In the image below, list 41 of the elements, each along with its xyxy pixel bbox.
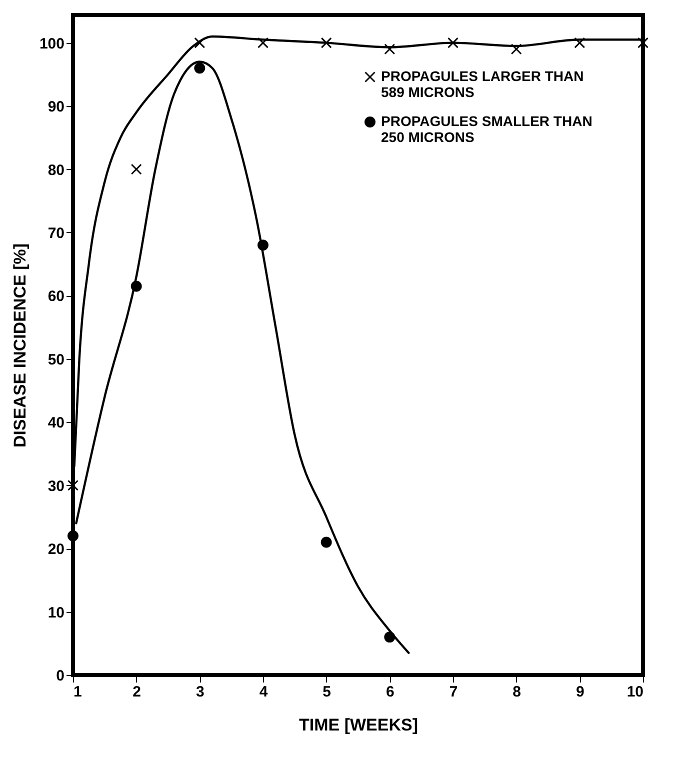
y-tick-label: 90 [48,98,64,116]
point [258,37,268,48]
point [130,280,142,292]
point [194,37,206,48]
x-tick-label: 6 [386,684,394,700]
point [384,632,396,643]
legend-label: PROPAGULES SMALLER THAN 250 MICRONS [381,113,592,145]
x-tick-label: 5 [322,684,332,700]
x-tick-label: 10 [626,684,644,700]
y-tick-label: 40 [48,414,64,432]
y-tick-label: 30 [48,478,64,495]
y-axis-title: DISEASE INCIDENCE [%] [10,243,30,448]
x-tick-label: 9 [576,684,584,700]
legend-label: PROPAGULES LARGER THAN 589 MICRONS [381,68,584,100]
x-tick-label: 3 [196,684,204,700]
point [130,164,142,175]
point [384,44,396,55]
x-tick-label: 7 [449,684,458,700]
x-tick-label: 4 [259,684,268,700]
point [638,37,648,48]
point [194,62,206,74]
y-tick-label: 80 [48,162,64,179]
y-tick-label: 0 [56,668,64,684]
x-tick-label: 2 [132,684,142,700]
x-axis-title: TIME [WEEKS] [299,716,418,734]
y-tick-label: 60 [48,288,64,306]
y-tick-label: 50 [48,351,64,368]
y-tick-label: 20 [48,541,64,558]
point [68,530,78,542]
y-tick-label: 70 [48,224,64,242]
point [574,37,586,48]
point [320,536,332,548]
x-tick-label: 8 [512,684,522,700]
point [448,37,458,48]
point [510,44,522,55]
point [68,480,78,491]
point [320,37,332,48]
point [258,240,268,251]
y-tick-label: 100 [39,35,64,52]
y-tick-label: 10 [48,604,64,622]
x-tick-label: 1 [74,684,82,700]
